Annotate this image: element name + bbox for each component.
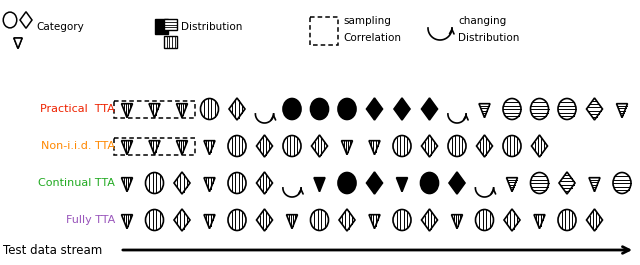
Polygon shape (367, 172, 383, 194)
Ellipse shape (503, 99, 521, 120)
Ellipse shape (145, 173, 163, 193)
Polygon shape (204, 215, 215, 229)
Polygon shape (449, 172, 465, 194)
Polygon shape (342, 141, 353, 155)
Polygon shape (369, 141, 380, 155)
Polygon shape (534, 215, 545, 229)
Polygon shape (20, 12, 32, 28)
Polygon shape (287, 215, 298, 229)
Text: Test data stream: Test data stream (3, 244, 102, 257)
Bar (114, 138, 195, 155)
Polygon shape (14, 38, 22, 48)
Ellipse shape (338, 173, 356, 193)
Polygon shape (586, 98, 602, 120)
Ellipse shape (283, 99, 301, 120)
Polygon shape (257, 209, 273, 231)
Polygon shape (229, 98, 245, 120)
Ellipse shape (531, 173, 548, 193)
Text: Category: Category (36, 23, 84, 33)
Polygon shape (122, 104, 132, 118)
Polygon shape (506, 178, 518, 192)
Ellipse shape (558, 99, 576, 120)
Polygon shape (394, 98, 410, 120)
Ellipse shape (338, 99, 356, 120)
Polygon shape (504, 209, 520, 231)
Ellipse shape (3, 12, 17, 28)
Bar (114, 101, 195, 118)
Polygon shape (174, 209, 190, 231)
Polygon shape (122, 178, 132, 192)
Polygon shape (451, 215, 463, 229)
Polygon shape (367, 98, 383, 120)
Text: Non-i.i.d. TTA: Non-i.i.d. TTA (41, 141, 115, 151)
Text: sampling: sampling (343, 16, 391, 26)
Ellipse shape (420, 173, 438, 193)
Ellipse shape (200, 99, 218, 120)
Ellipse shape (476, 210, 493, 231)
Polygon shape (204, 141, 215, 155)
Bar (155, 19, 168, 34)
Text: Distribution: Distribution (181, 23, 243, 33)
Polygon shape (122, 215, 132, 229)
Polygon shape (257, 135, 273, 157)
Text: Fully TTA: Fully TTA (66, 215, 115, 225)
Ellipse shape (393, 135, 411, 157)
Polygon shape (204, 178, 215, 192)
Polygon shape (397, 178, 408, 192)
Polygon shape (479, 104, 490, 118)
Ellipse shape (228, 210, 246, 231)
Polygon shape (616, 104, 627, 118)
Bar (164, 36, 177, 48)
Ellipse shape (393, 210, 411, 231)
Polygon shape (531, 135, 547, 157)
Bar (164, 19, 177, 30)
Text: changing: changing (458, 16, 506, 26)
Text: Distribution: Distribution (458, 33, 520, 43)
Polygon shape (314, 178, 325, 192)
Ellipse shape (503, 135, 521, 157)
Polygon shape (177, 104, 188, 118)
Polygon shape (422, 135, 438, 157)
Polygon shape (174, 172, 190, 194)
Polygon shape (586, 209, 602, 231)
Ellipse shape (310, 99, 328, 120)
Ellipse shape (228, 173, 246, 193)
Polygon shape (149, 141, 160, 155)
Polygon shape (177, 141, 188, 155)
Polygon shape (477, 135, 493, 157)
Polygon shape (589, 178, 600, 192)
Polygon shape (122, 141, 132, 155)
Polygon shape (149, 104, 160, 118)
Polygon shape (422, 209, 438, 231)
Ellipse shape (448, 135, 466, 157)
Polygon shape (14, 38, 22, 48)
Polygon shape (312, 135, 328, 157)
Ellipse shape (531, 99, 548, 120)
Text: Continual TTA: Continual TTA (38, 178, 115, 188)
Ellipse shape (310, 210, 328, 231)
Ellipse shape (145, 210, 163, 231)
Polygon shape (559, 172, 575, 194)
Polygon shape (257, 172, 273, 194)
Ellipse shape (558, 210, 576, 231)
Polygon shape (339, 209, 355, 231)
Ellipse shape (228, 135, 246, 157)
Polygon shape (422, 98, 438, 120)
Ellipse shape (613, 173, 631, 193)
Ellipse shape (283, 135, 301, 157)
Text: Practical  TTA: Practical TTA (40, 104, 115, 114)
Text: Correlation: Correlation (343, 33, 401, 43)
Polygon shape (369, 215, 380, 229)
Bar (310, 17, 338, 45)
